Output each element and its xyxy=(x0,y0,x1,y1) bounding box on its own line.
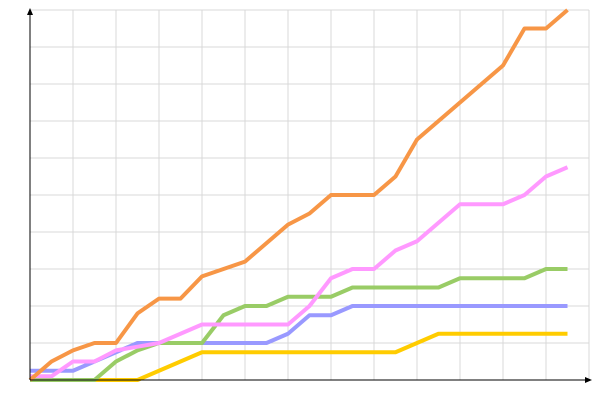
x-axis-arrow xyxy=(585,377,592,383)
y-axis-arrow xyxy=(27,8,33,15)
series-line xyxy=(28,8,569,382)
series-line xyxy=(30,331,568,382)
plot-lines xyxy=(28,8,569,382)
series-line xyxy=(30,267,568,382)
series-line xyxy=(30,165,569,379)
